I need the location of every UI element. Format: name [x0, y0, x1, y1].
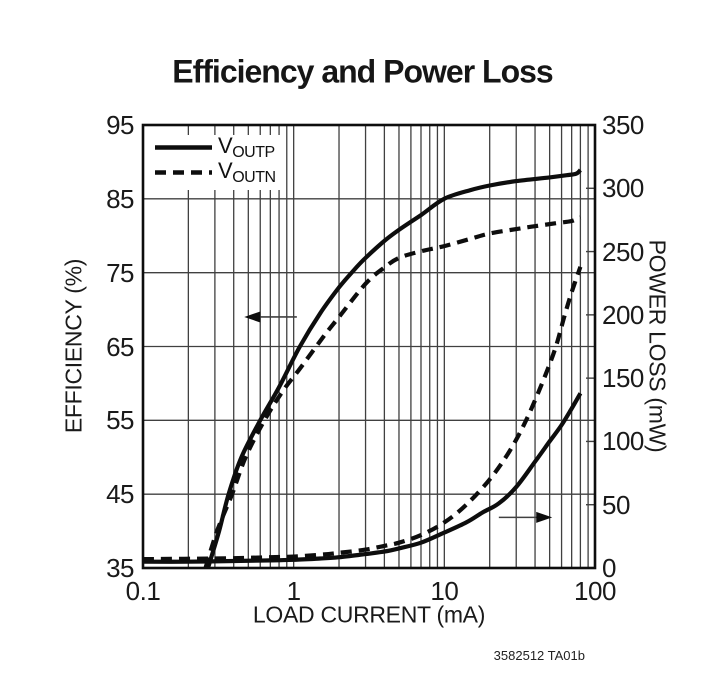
curve-voutn-power-loss	[142, 266, 583, 562]
y-right-tick-label: 100	[602, 426, 644, 457]
y-left-tick-label: 95	[106, 110, 134, 140]
y-right-axis-title: POWER LOSS (mW)	[644, 239, 671, 453]
y-right-tick-label: 350	[602, 110, 644, 140]
legend-label-voutp: V	[218, 133, 233, 158]
y-left-tick-label: 75	[106, 257, 134, 288]
y-right-tick-label: 0	[602, 553, 616, 583]
y-right-tick-label: 250	[602, 236, 644, 267]
legend-label-voutn: V	[218, 158, 233, 183]
y-left-tick-label: 55	[106, 405, 134, 436]
legend-sub-voutp: OUTP	[232, 144, 275, 161]
y-left-axis-title: EFFICIENCY (%)	[60, 258, 87, 434]
x-tick-label: 100	[574, 576, 616, 606]
x-tick-label: 1	[286, 576, 301, 606]
legend-item-voutn: VOUTN	[218, 158, 276, 187]
x-tick-label: 10	[430, 576, 459, 606]
y-right-tick-label: 50	[602, 489, 630, 520]
right-axis-arrow	[536, 511, 553, 523]
legend-sub-voutn: OUTN	[232, 169, 276, 186]
y-right-tick-label: 150	[602, 363, 644, 394]
plot-frame	[141, 123, 597, 570]
y-left-tick-label: 35	[106, 553, 134, 583]
y-right-tick-label: 300	[602, 173, 644, 204]
x-tick-label: 0.1	[125, 576, 161, 606]
curve-voutn-efficiency	[203, 215, 582, 569]
x-axis-title: LOAD CURRENT (mA)	[252, 601, 486, 628]
left-axis-arrow	[244, 311, 261, 323]
y-left-tick-label: 45	[106, 479, 134, 510]
figure-number: 3582512 TA01b	[493, 648, 585, 663]
curve-voutp-efficiency	[205, 168, 582, 569]
curve-voutp-power-loss	[142, 392, 583, 564]
y-right-tick-label: 200	[602, 299, 644, 330]
legend-item-voutp: VOUTP	[218, 133, 275, 162]
chart-title: Efficiency and Power Loss	[172, 53, 553, 90]
legend-background	[146, 135, 283, 190]
y-left-tick-label: 65	[106, 331, 134, 362]
y-left-tick-label: 85	[106, 183, 134, 214]
